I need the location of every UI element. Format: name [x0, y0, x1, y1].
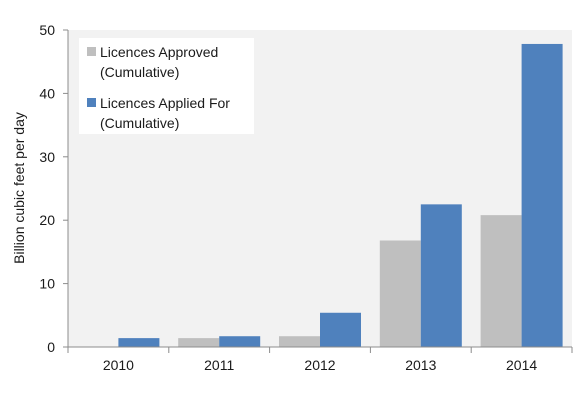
y-axis-title: Billion cubic feet per day — [11, 112, 27, 264]
y-tick-label-20: 20 — [39, 212, 55, 228]
bar-applied-2011 — [219, 336, 261, 347]
x-tick-label-2012: 2012 — [304, 357, 335, 373]
legend-label-approved-line1: Licences Approved — [100, 44, 218, 60]
bar-applied-2010 — [118, 338, 160, 347]
bars-group — [118, 43, 563, 348]
legend: Licences Approved (Cumulative) Licences … — [79, 38, 254, 134]
bar-applied-2013 — [420, 204, 462, 347]
y-tick-label-40: 40 — [39, 85, 55, 101]
legend-box — [79, 38, 254, 134]
legend-label-applied-line2: (Cumulative) — [100, 115, 179, 131]
x-tick-label-2010: 2010 — [103, 357, 134, 373]
bar-approved-2011 — [178, 338, 220, 347]
bar-approved-2012 — [279, 336, 320, 347]
x-tick-label-2013: 2013 — [405, 357, 436, 373]
y-tick-label-10: 10 — [39, 276, 55, 292]
bar-applied-2012 — [320, 312, 361, 347]
y-tick-label-30: 30 — [39, 149, 55, 165]
y-tick-label-50: 50 — [39, 22, 55, 38]
axes-group: 0 10 20 30 40 50 2010 2011 2012 2013 2014 — [39, 22, 573, 373]
bar-applied-2014 — [521, 43, 563, 348]
legend-label-applied-line1: Licences Applied For — [100, 95, 230, 111]
x-tick-label-2011: 2011 — [204, 357, 234, 373]
legend-label-approved-line2: (Cumulative) — [100, 64, 179, 80]
legend-swatch-approved — [87, 47, 96, 56]
bar-approved-2014 — [480, 215, 522, 347]
x-tick-label-2014: 2014 — [506, 357, 537, 373]
legend-swatch-applied — [87, 98, 96, 107]
y-tick-label-0: 0 — [47, 339, 55, 355]
bar-approved-2013 — [379, 240, 421, 347]
